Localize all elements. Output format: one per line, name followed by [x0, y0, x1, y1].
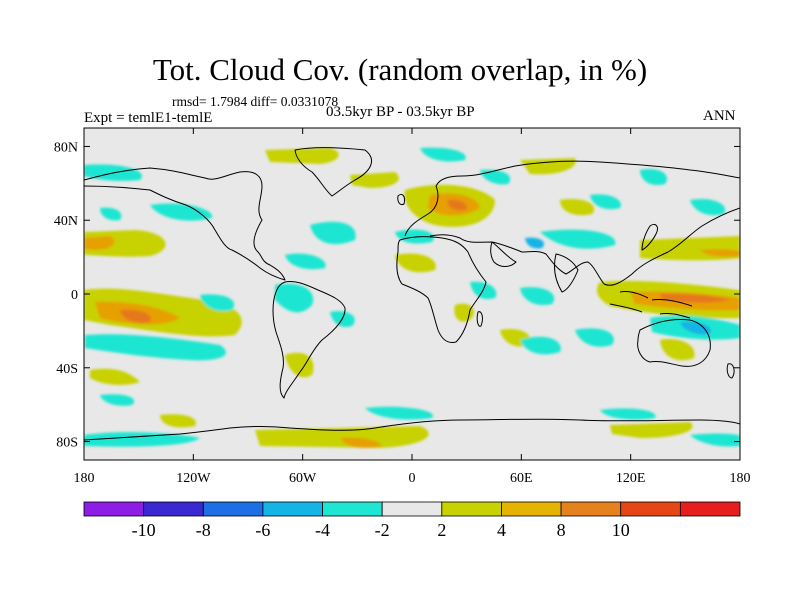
lon-tick-label: 120W: [176, 471, 211, 486]
india-coastline: [553, 253, 579, 293]
africa-coastline: [396, 236, 487, 343]
colorbar-swatch: [262, 501, 323, 517]
british-isles-coastline: [397, 193, 405, 205]
colorbar: -10 -8 -6 -4 -2 2 4 8 10: [83, 501, 741, 540]
longitude-axis: 180 120W 60W 0 60E 120E 180: [74, 128, 751, 486]
colorbar-label: -10: [132, 520, 156, 540]
eurasia-coastline: [404, 160, 740, 286]
anomaly-fields: [84, 147, 740, 448]
colorbar-label: -8: [196, 520, 211, 540]
madagascar-coastline: [476, 311, 483, 327]
north-america-coastline: [84, 167, 286, 281]
lon-tick-label: 60W: [289, 471, 317, 486]
period-label: 03.5kyr BP - 03.5kyr BP: [326, 104, 475, 120]
lat-tick-label: 40N: [54, 214, 78, 229]
lon-tick-label: 180: [730, 471, 751, 486]
lon-tick-label: 120E: [616, 471, 646, 486]
map-title: Tot. Cloud Cov. (random overlap, in %): [152, 52, 648, 87]
latitude-axis: 80N 40N 0 40S 80S: [54, 140, 740, 451]
lat-tick-label: 40S: [56, 362, 78, 377]
peak-positive-anomaly-regions: [120, 199, 730, 323]
colorbar-swatch: [620, 501, 681, 517]
lat-tick-label: 0: [71, 288, 78, 303]
lon-tick-label: 0: [409, 471, 416, 486]
colorbar-label: -6: [255, 520, 270, 540]
colorbar-swatch: [143, 501, 204, 517]
colorbar-label: 8: [557, 520, 566, 540]
greenland-coastline: [294, 147, 373, 197]
australia-coastline: [637, 319, 711, 367]
colorbar-label: -4: [315, 520, 330, 540]
colorbar-swatch: [322, 501, 383, 517]
coastlines: [84, 147, 740, 441]
strong-positive-anomaly-regions: [84, 193, 740, 448]
antarctica-coastline: [84, 418, 740, 441]
lat-tick-label: 80N: [54, 140, 78, 155]
lat-tick-label: 80S: [56, 436, 78, 451]
colorbar-label: -2: [375, 520, 390, 540]
colorbar-swatch: [83, 501, 145, 517]
colorbar-swatch: [381, 501, 443, 517]
colorbar-swatch: [679, 501, 741, 517]
colorbar-swatch: [501, 501, 562, 517]
colorbar-label: 4: [497, 520, 506, 540]
south-america-coastline: [272, 281, 346, 399]
stats-label: rmsd= 1.7984 diff= 0.0331078: [172, 94, 339, 109]
colorbar-swatch: [560, 501, 622, 517]
japan-coastline: [641, 223, 658, 251]
strong-negative-anomaly-regions: [525, 237, 711, 335]
new-zealand-coastline: [726, 363, 735, 379]
colorbar-swatch: [441, 501, 502, 517]
colorbar-label: 10: [612, 520, 630, 540]
experiment-label: Expt = temlE1-temlE: [84, 110, 213, 126]
colorbar-label: 2: [437, 520, 446, 540]
lon-tick-label: 180: [74, 471, 95, 486]
arabia-coastline: [490, 241, 517, 267]
lon-tick-label: 60E: [510, 471, 533, 486]
season-label: ANN: [703, 108, 736, 124]
indonesia-coastline: [609, 291, 693, 319]
colorbar-swatch: [202, 501, 264, 517]
